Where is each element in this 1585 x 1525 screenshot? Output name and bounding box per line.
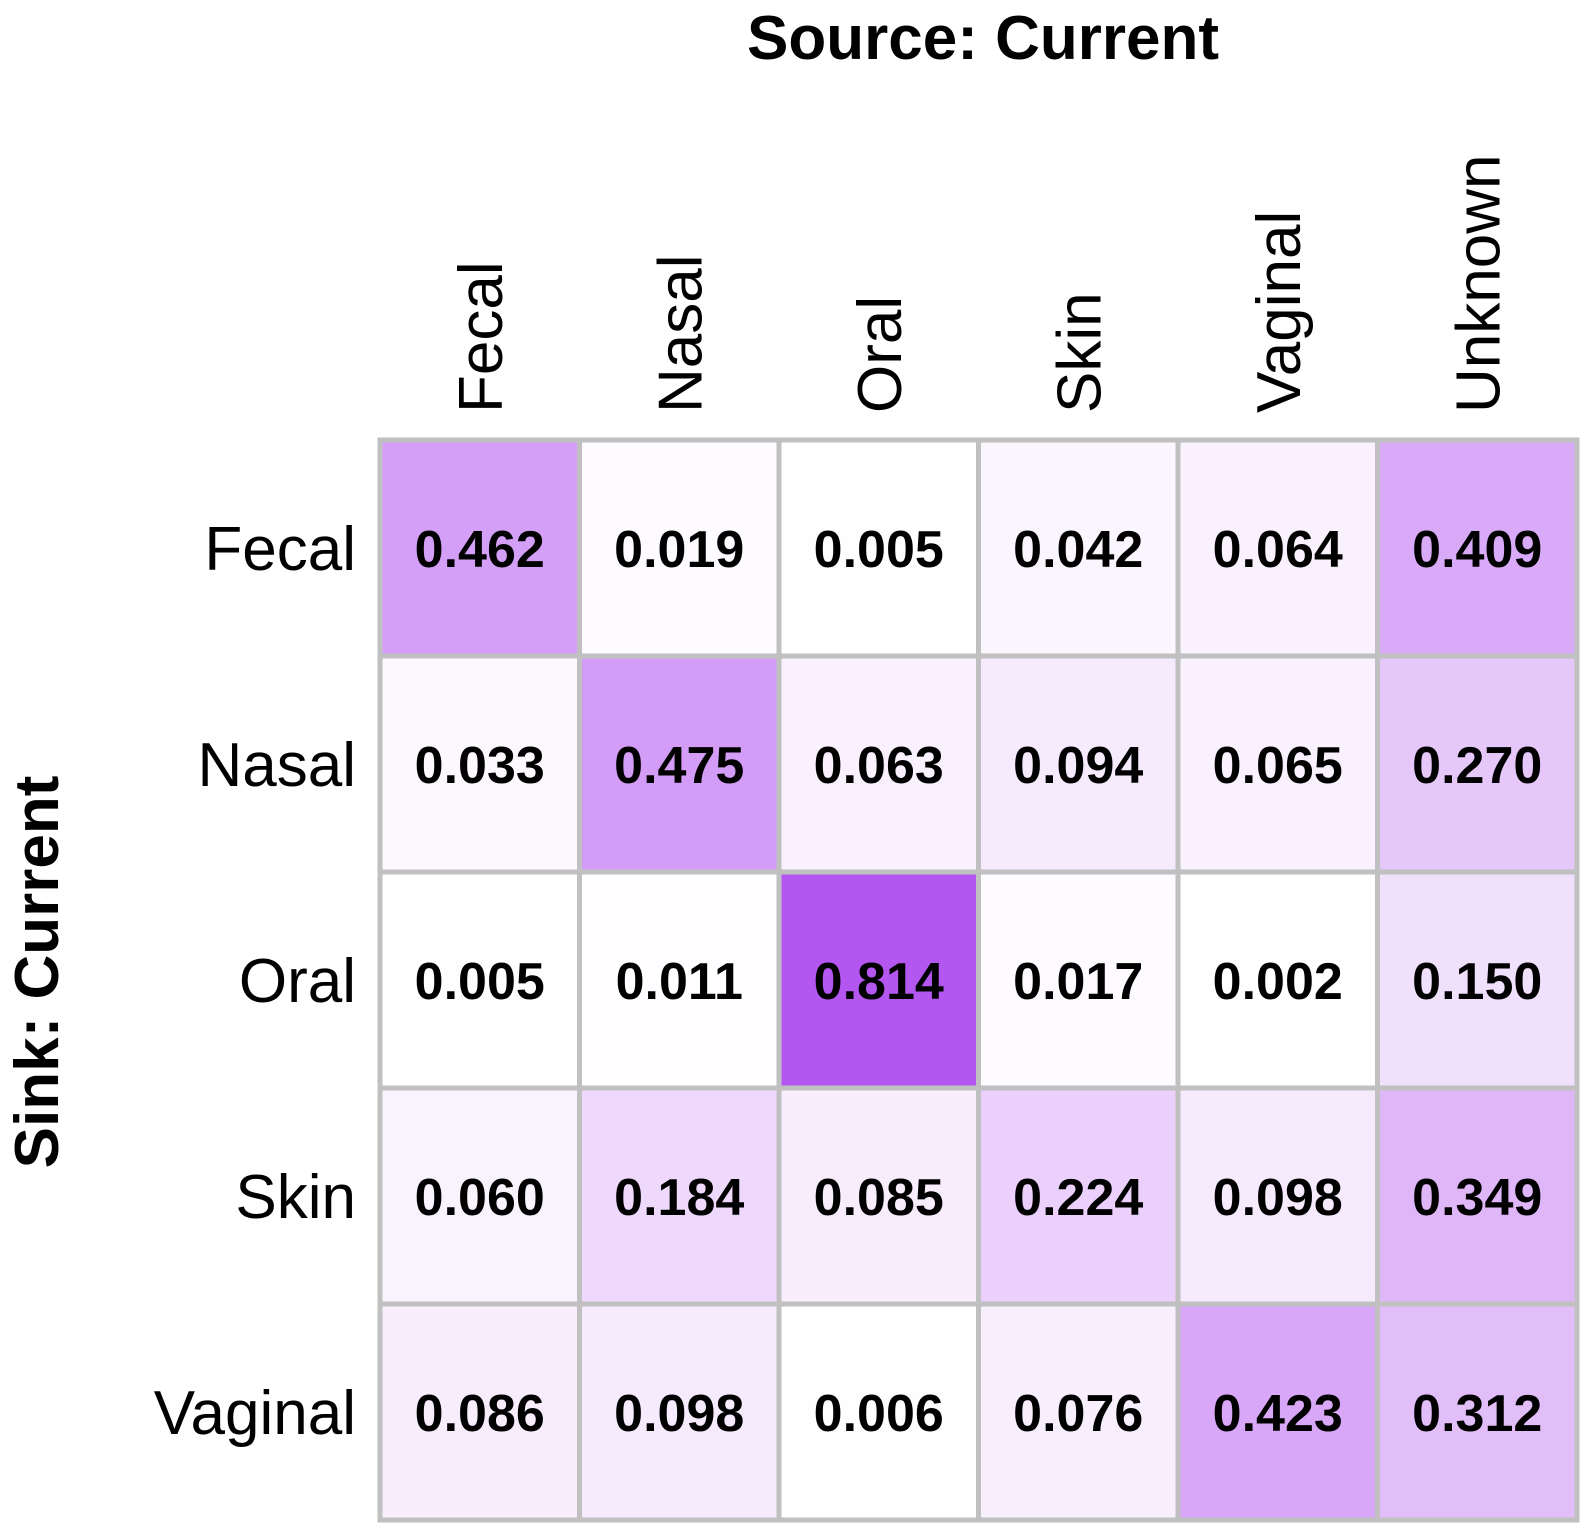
row-label-vaginal: Vaginal [154, 1379, 356, 1448]
cell-value-label: 0.349 [1412, 1169, 1542, 1227]
cell-value-label: 0.085 [814, 1169, 944, 1227]
heatmap-cell [976, 869, 1181, 1091]
cell-value-label: 0.270 [1412, 737, 1542, 795]
cell-value-label: 0.063 [814, 737, 944, 795]
cell-value-label: 0.475 [614, 737, 744, 795]
heatmap-cell [377, 1085, 582, 1307]
heatmap-cell [577, 1085, 782, 1307]
heatmap-cell [776, 1301, 981, 1523]
cell-value-label: 0.076 [1013, 1385, 1143, 1443]
cell-value-label: 0.098 [1213, 1169, 1343, 1227]
cell-value-label: 0.006 [814, 1385, 944, 1443]
cell-value-label: 0.150 [1412, 953, 1542, 1011]
heatmap-cell [1375, 1085, 1580, 1307]
heatmap-cell [1175, 1085, 1380, 1307]
heatmap-cell [976, 1085, 1181, 1307]
cell-value-label: 0.409 [1412, 521, 1542, 579]
cell-value-label: 0.017 [1013, 953, 1143, 1011]
cell-value-label: 0.814 [814, 953, 944, 1011]
heatmap-cell [577, 869, 782, 1091]
heatmap-cell [1375, 653, 1580, 875]
cell-value-label: 0.002 [1213, 953, 1343, 1011]
row-labels: Fecal Nasal Oral Skin Vaginal [154, 515, 356, 1448]
heatmap-cell [976, 1301, 1181, 1523]
column-labels: Fecal Nasal Oral Skin Vaginal Unknown [447, 155, 1514, 413]
heatmap-cell [577, 437, 782, 659]
cell-value-label: 0.184 [614, 1169, 744, 1227]
heatmap-cell [577, 653, 782, 875]
cell-value-label: 0.098 [614, 1385, 744, 1443]
cell-value-label: 0.019 [614, 521, 744, 579]
heatmap-cell [1375, 1301, 1580, 1523]
row-label-nasal: Nasal [197, 731, 356, 800]
cell-value-label: 0.462 [415, 521, 545, 579]
row-label-oral: Oral [239, 947, 356, 1016]
row-label-fecal: Fecal [204, 515, 356, 584]
cell-value-label: 0.005 [415, 953, 545, 1011]
cell-value-label: 0.005 [814, 521, 944, 579]
heatmap-cell [377, 437, 582, 659]
heatmap-cell [377, 1301, 582, 1523]
cell-value-label: 0.065 [1213, 737, 1343, 795]
column-label-nasal: Nasal [646, 254, 715, 413]
cell-value-label: 0.086 [415, 1385, 545, 1443]
heatmap-cell [776, 1085, 981, 1307]
cell-value-label: 0.060 [415, 1169, 545, 1227]
cell-value-label: 0.033 [415, 737, 545, 795]
heatmap-cell [1375, 437, 1580, 659]
chart-ylabel: Sink: Current [3, 776, 72, 1169]
cell-value-label: 0.094 [1013, 737, 1143, 795]
cell-value-label: 0.423 [1213, 1385, 1343, 1443]
cell-value-label: 0.064 [1213, 521, 1343, 579]
heatmap-cell [976, 653, 1181, 875]
column-label-unknown: Unknown [1444, 155, 1513, 413]
cell-value-label: 0.011 [616, 953, 743, 1011]
heatmap-cells: 0.462 0.019 0.005 0.042 0.064 0.409 0.033 0.475… [377, 437, 1580, 1523]
heatmap-cell [1175, 869, 1380, 1091]
cell-value-label: 0.312 [1412, 1385, 1542, 1443]
column-label-skin: Skin [1045, 292, 1114, 413]
cell-value-label: 0.224 [1013, 1169, 1143, 1227]
chart-xlabel: Source: Current [747, 4, 1219, 73]
heatmap-cell [1175, 1301, 1380, 1523]
heatmap-cell [1375, 869, 1580, 1091]
row-label-skin: Skin [235, 1163, 356, 1232]
column-label-fecal: Fecal [447, 261, 516, 413]
cell-value-label: 0.042 [1013, 521, 1143, 579]
column-label-oral: Oral [846, 296, 915, 413]
column-label-vaginal: Vaginal [1245, 211, 1314, 413]
